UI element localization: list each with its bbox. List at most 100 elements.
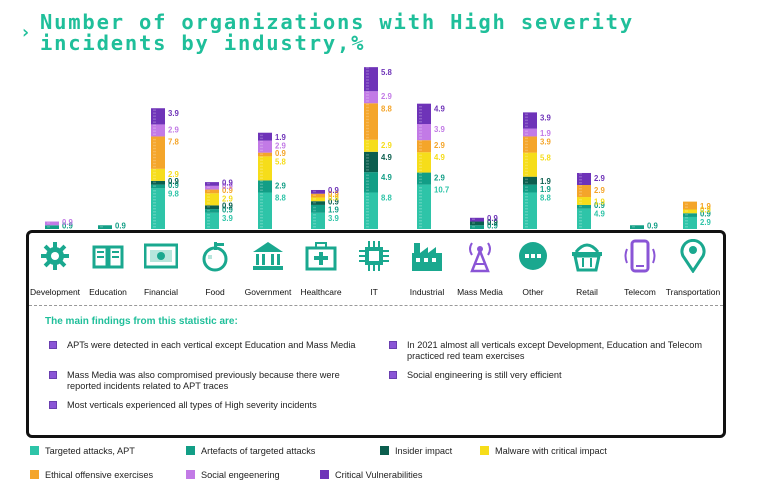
pixel-texture [419,214,422,216]
pixel-texture [366,118,369,121]
pixel-texture [525,146,528,149]
pixel-texture [207,209,210,212]
pixel-texture [525,181,528,184]
industry-label: Other [522,287,544,297]
pixel-texture [419,106,422,108]
pixel-texture [366,223,369,225]
pixel-texture [419,223,422,225]
pixel-texture [260,180,263,182]
data-label: 4.9 [594,210,606,219]
data-label: 1.9 [540,177,552,186]
pixel-texture [525,119,528,122]
pixel-texture [153,214,156,216]
data-label: 0.9 [62,222,74,231]
pixel-texture [366,226,369,228]
bar-stack-healthcare: 3.91.90.90.90.90.9 [311,186,340,229]
pixel-texture [579,173,582,175]
pixel-texture [579,214,582,216]
pixel-texture [419,226,422,228]
data-label: 4.9 [381,173,393,182]
pixel-texture [366,169,369,171]
pixel-texture [260,156,263,158]
pixel-texture [419,187,422,189]
pixel-texture [525,155,528,158]
pixel-texture [366,127,369,130]
bar-stack-mass-media: 0.90.90.9 [470,214,499,231]
pixel-texture [153,130,156,132]
bar-segment [630,225,644,229]
pixel-texture [260,205,263,207]
pixel-texture [632,226,635,228]
industry-development: Development [25,239,85,297]
pixel-texture [685,226,688,228]
pixel-texture [525,143,528,146]
bar-segment [311,204,325,213]
pixel-texture [472,226,475,228]
pixel-texture [419,112,422,114]
bar-segment [258,132,272,141]
pixel-texture [366,180,369,182]
bar-segment [311,189,325,194]
pixel-texture [525,196,528,198]
pixel-texture [260,223,263,225]
bullet-icon [49,341,57,349]
stacked-bar-chart: 0.90.9 0.99.80.90.92.97.82.93.93.90.90.92… [45,67,712,231]
pixel-texture [419,118,422,120]
pixel-texture [419,208,422,210]
pixel-texture [419,160,422,163]
pixel-texture [366,160,369,162]
pixel-texture [579,179,582,181]
bar-segment [258,152,272,157]
pixel-texture [153,115,156,117]
pixel-texture [579,226,582,228]
bar-segment [417,140,431,153]
data-label: 1.9 [540,185,552,194]
pixel-texture [207,199,210,201]
pixel-texture [525,137,528,140]
pixel-texture [153,124,156,126]
pixel-texture [366,112,369,115]
pixel-texture [419,175,422,178]
pixel-texture [313,198,316,200]
pixel-texture [579,176,582,178]
pixel-texture [153,133,156,135]
bar-segment [151,136,165,169]
data-label: 0.9 [487,218,499,227]
legend-label: Insider impact [395,446,453,456]
pixel-texture [153,208,156,210]
legend-item: Insider impact [380,446,452,456]
pixel-texture [419,121,422,123]
bar-segment [311,212,325,229]
bar-segment [577,172,591,186]
pixel-texture [260,177,263,179]
legend-label: Malware with critical impact [495,446,607,456]
pixel-texture [313,220,316,222]
pixel-texture [419,157,422,160]
pixel-texture [366,139,369,142]
pixel-texture [153,211,156,213]
banknote-icon [143,239,179,273]
pixel-texture [525,125,528,128]
pixel-texture [366,79,369,81]
pixel-texture [153,196,156,198]
bar-segment [417,152,431,173]
pixel-texture [525,220,528,222]
pixel-texture [366,142,369,145]
bar-segment [417,124,431,141]
pixel-texture [260,189,263,191]
location-pin-icon [676,238,710,274]
data-label: 10.7 [434,186,449,195]
bar-stack-government: 8.82.95.80.92.91.9 [258,132,287,229]
data-label: 0.9 [487,214,499,223]
pixel-texture [260,149,263,152]
pixel-texture [419,115,422,117]
bullet-icon [389,371,397,379]
building-icon [251,239,285,273]
industry-label: Food [205,287,225,297]
data-label: 2.9 [381,141,393,150]
data-label: 0.9 [328,197,340,206]
data-label: 0.9 [700,206,712,215]
bar-segment [311,197,325,202]
bar-stack-other: 8.81.91.95.83.91.93.9 [523,112,552,229]
pixel-texture [153,138,156,141]
